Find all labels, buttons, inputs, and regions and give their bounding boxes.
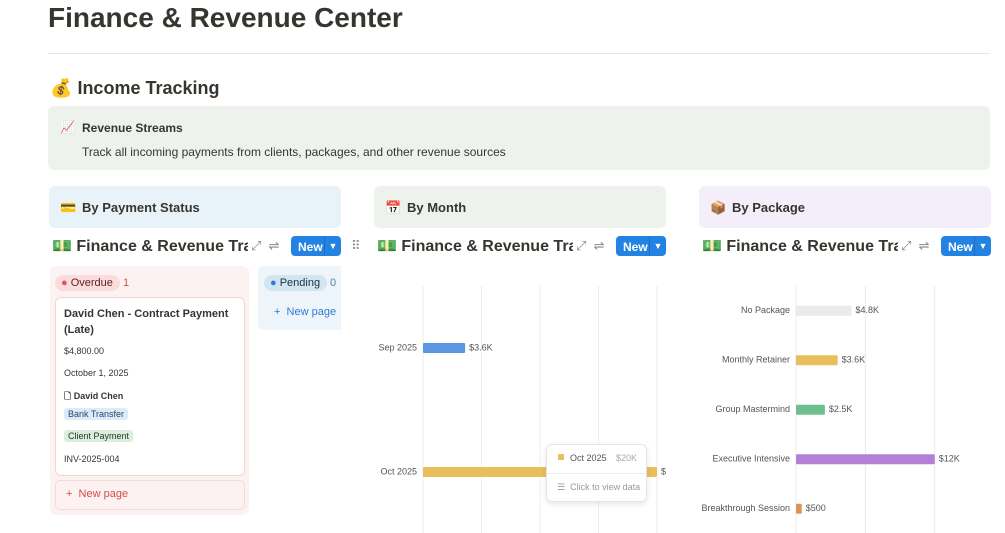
view-tab[interactable]: 💳 By Payment Status	[49, 186, 341, 228]
category-label: Group Mastermind	[715, 404, 790, 414]
callout-icon: 📈	[60, 120, 75, 134]
tooltip-category: Oct 2025	[570, 453, 607, 463]
new-page-button[interactable]: + New page	[55, 480, 245, 510]
section-icon: 💰	[50, 78, 73, 98]
tooltip-swatch	[558, 454, 564, 460]
new-page-label: New page	[286, 306, 337, 318]
category-label: Breakthrough Session	[701, 503, 790, 513]
category-label: Executive Intensive	[712, 454, 790, 464]
category-label: Sep 2025	[378, 342, 417, 352]
new-button[interactable]: New ▼	[941, 236, 991, 256]
db-controls[interactable]: ⤢ ⇌	[901, 238, 930, 253]
callout-title: Revenue Streams	[82, 121, 183, 135]
person-name: David Chen	[73, 391, 124, 401]
new-button[interactable]: New ▼	[616, 236, 666, 256]
tooltip-hint-text: Click to view data	[570, 482, 641, 492]
section-title: Income Tracking	[77, 78, 220, 98]
new-label: New	[948, 240, 973, 254]
tooltip-divider	[547, 473, 646, 474]
callout: 📈 Revenue Streams Track all incoming pay…	[48, 106, 990, 170]
db-controls[interactable]: ⤢ ⇌	[251, 238, 280, 253]
status-pill: ● Overdue	[55, 275, 120, 291]
tooltip-hint: ☰ Click to view data	[557, 482, 641, 492]
tag: Client Payment	[64, 430, 134, 442]
db-icon: 💵	[702, 238, 722, 255]
status-name: Overdue	[70, 277, 113, 289]
card-tag-row: Bank Transfer	[64, 408, 129, 420]
db-icon: 💵	[52, 238, 72, 255]
db-controls[interactable]: ⤢ ⇌	[576, 238, 605, 253]
section-heading: 💰 Income Tracking	[50, 78, 220, 99]
database-title: 💵 Finance & Revenue Trac	[52, 236, 248, 256]
value-label: $500	[806, 503, 826, 513]
card-tag-row: Client Payment	[64, 430, 134, 442]
bar	[796, 355, 838, 366]
card-amount: $4,800.00	[64, 346, 105, 356]
database-title: 💵 Finance & Revenue Trac	[702, 236, 898, 256]
value-label: $3.6K	[842, 355, 866, 365]
view-title: By Month	[407, 200, 467, 215]
tooltip-value: $20K	[615, 453, 637, 463]
bar	[796, 404, 825, 415]
tooltip: Oct 2025 $20K ☰ Click to view data	[546, 444, 647, 502]
drag-handle[interactable]: ⠿	[351, 238, 361, 253]
new-label: New	[298, 240, 323, 254]
card-date: October 1, 2025	[64, 368, 129, 378]
view-tab[interactable]: 📅 By Month	[374, 186, 666, 228]
database-title: 💵 Finance & Revenue Trac	[377, 236, 573, 256]
board-column: ● Pending 0 + New page	[258, 266, 341, 330]
new-page-button[interactable]: + New page	[274, 306, 337, 318]
value-label: $3.6K	[469, 342, 493, 352]
view-title: By Package	[732, 200, 805, 215]
card[interactable]: David Chen - Contract Payment (Late) $4,…	[55, 297, 245, 476]
chart: No Package $4.8K Monthly Retainer $3.6K Grou…	[701, 286, 960, 533]
new-page-label: New page	[78, 488, 129, 500]
view-title: By Payment Status	[82, 200, 200, 215]
card-title: David Chen - Contract Payment (Late)	[64, 308, 229, 336]
view-icon: 📅	[385, 200, 402, 215]
value-label: $20K	[661, 466, 666, 476]
value-label: $4.8K	[856, 305, 880, 315]
callout-text: Track all incoming payments from clients…	[82, 145, 506, 159]
divider	[48, 53, 990, 54]
new-label: New	[623, 240, 648, 254]
column-count: 0	[330, 277, 337, 289]
category-label: No Package	[741, 305, 790, 315]
bar	[796, 454, 935, 465]
view-icon: 📦	[710, 200, 727, 215]
db-title: Finance & Revenue Trac	[401, 238, 573, 255]
category-label: Monthly Retainer	[722, 355, 790, 365]
page-title: Finance & Revenue Center	[48, 2, 403, 33]
chart: Sep 2025 $3.6K Oct 2025 $20K	[378, 286, 666, 533]
status-pill: ● Pending	[264, 275, 328, 291]
value-label: $12K	[939, 454, 960, 464]
category-label: Oct 2025	[380, 466, 417, 476]
card-invoice: INV-2025-004	[64, 454, 120, 464]
card-person: 🗋 David Chen	[64, 391, 124, 401]
view-icon: 💳	[60, 200, 77, 215]
db-title: Finance & Revenue Trac	[76, 238, 248, 255]
status-name: Pending	[279, 277, 321, 289]
bar	[796, 305, 852, 316]
db-title: Finance & Revenue Trac	[726, 238, 898, 255]
view-tab[interactable]: 📦 By Package	[699, 186, 991, 228]
tag: Bank Transfer	[64, 408, 129, 420]
bar	[423, 343, 466, 353]
bar	[796, 503, 802, 514]
new-button[interactable]: New ▼	[291, 236, 341, 256]
column-count: 1	[123, 277, 130, 289]
db-icon: 💵	[377, 238, 397, 255]
value-label: $2.5K	[829, 404, 853, 414]
